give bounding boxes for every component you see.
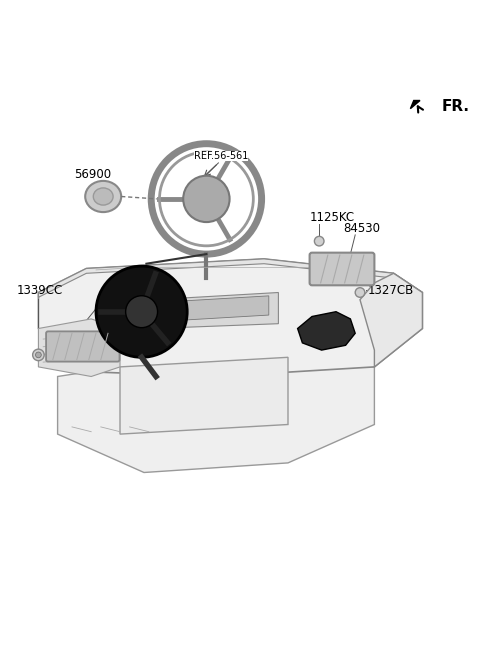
Circle shape (33, 349, 44, 361)
Polygon shape (38, 319, 120, 376)
FancyBboxPatch shape (310, 253, 374, 285)
Polygon shape (360, 273, 422, 367)
Text: 1339CC: 1339CC (17, 284, 63, 298)
Text: 1125KC: 1125KC (310, 211, 355, 224)
Ellipse shape (85, 181, 121, 212)
Circle shape (126, 296, 157, 328)
Text: REF.56-561: REF.56-561 (193, 152, 248, 162)
Ellipse shape (93, 188, 113, 205)
Text: 88070: 88070 (107, 278, 144, 291)
Circle shape (314, 237, 324, 246)
Polygon shape (154, 292, 278, 328)
Circle shape (355, 288, 365, 298)
Text: 84530: 84530 (343, 222, 380, 235)
Polygon shape (58, 357, 374, 472)
Circle shape (183, 175, 229, 222)
Circle shape (96, 266, 187, 357)
Polygon shape (120, 283, 168, 328)
Polygon shape (298, 311, 355, 350)
Polygon shape (163, 296, 269, 321)
Polygon shape (410, 101, 420, 108)
Text: 1327CB: 1327CB (367, 284, 413, 296)
Polygon shape (38, 259, 422, 376)
Polygon shape (38, 259, 422, 298)
Text: FR.: FR. (442, 99, 469, 114)
FancyBboxPatch shape (46, 331, 120, 361)
Text: 56900: 56900 (74, 168, 111, 181)
Circle shape (36, 352, 41, 358)
Polygon shape (120, 357, 288, 434)
